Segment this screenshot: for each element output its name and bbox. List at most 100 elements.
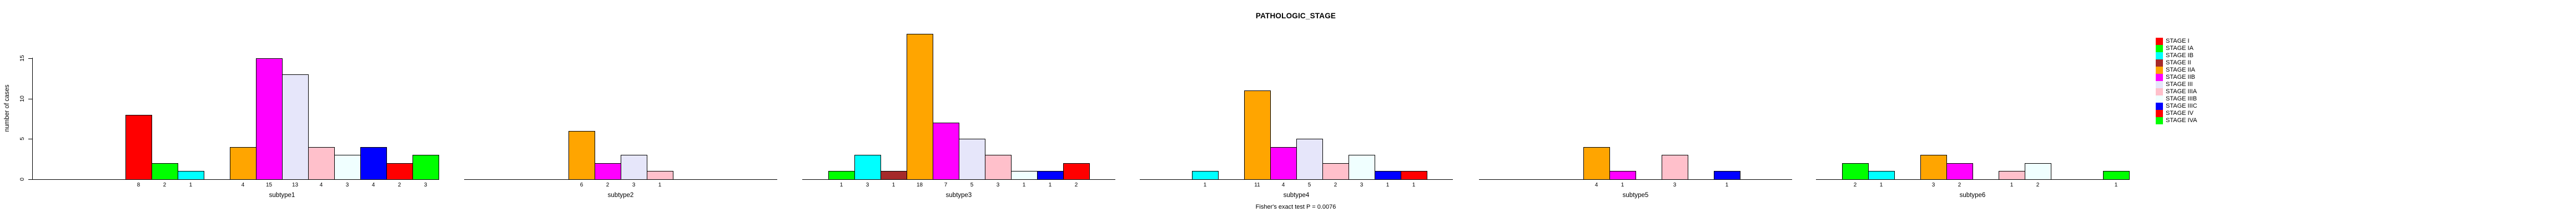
bar-value-label: 1 bbox=[839, 182, 843, 188]
bar-value-label: 3 bbox=[345, 182, 349, 188]
bar-value-label: 1 bbox=[2114, 182, 2118, 188]
x-axis-label: subtype5 bbox=[1622, 192, 1649, 199]
legend-swatch bbox=[2156, 103, 2163, 110]
bar bbox=[2025, 163, 2051, 180]
bar-value-label: 11 bbox=[1254, 182, 1260, 188]
bar-value-label: 2 bbox=[1853, 182, 1857, 188]
bar-value-label: 3 bbox=[996, 182, 1000, 188]
legend-label: STAGE IIIC bbox=[2166, 103, 2197, 109]
bar bbox=[334, 155, 361, 180]
bar-value-label: 2 bbox=[163, 182, 167, 188]
bar bbox=[595, 163, 621, 180]
legend-swatch bbox=[2156, 88, 2163, 95]
bar-value-label: 8 bbox=[137, 182, 140, 188]
bar-value-label: 1 bbox=[892, 182, 895, 188]
legend-label: STAGE IB bbox=[2166, 52, 2193, 59]
bar-value-label: 1 bbox=[1022, 182, 1026, 188]
legend-label: STAGE IIA bbox=[2166, 67, 2195, 73]
legend-swatch bbox=[2156, 81, 2163, 88]
bar-value-label: 4 bbox=[241, 182, 245, 188]
bar-value-label: 3 bbox=[866, 182, 869, 188]
bar-value-label: 3 bbox=[1360, 182, 1364, 188]
bar bbox=[1999, 171, 2025, 180]
bar bbox=[1375, 171, 1401, 180]
bar bbox=[907, 34, 933, 180]
bar bbox=[360, 147, 387, 180]
y-tick-label: 5 bbox=[19, 137, 26, 140]
bar-value-label: 4 bbox=[371, 182, 375, 188]
bar-value-label: 5 bbox=[970, 182, 974, 188]
bar bbox=[178, 171, 204, 180]
bar bbox=[985, 155, 1012, 180]
bar-value-label: 18 bbox=[916, 182, 923, 188]
bar-value-label: 2 bbox=[2036, 182, 2040, 188]
bar bbox=[1946, 163, 1973, 180]
legend-label: STAGE II bbox=[2166, 59, 2191, 66]
bar bbox=[386, 163, 413, 180]
legend-label: STAGE I bbox=[2166, 38, 2190, 44]
bar bbox=[308, 147, 335, 180]
legend-label: STAGE IIIA bbox=[2166, 88, 2197, 95]
bar-value-label: 1 bbox=[1203, 182, 1207, 188]
legend-swatch bbox=[2156, 59, 2163, 67]
bar bbox=[1583, 147, 1610, 180]
legend-swatch bbox=[2156, 110, 2163, 117]
bar-value-label: 2 bbox=[1334, 182, 1337, 188]
legend-label: STAGE IA bbox=[2166, 45, 2193, 52]
bar-value-label: 1 bbox=[1879, 182, 1883, 188]
legend-label: STAGE IVA bbox=[2166, 117, 2197, 124]
bar-value-label: 15 bbox=[265, 182, 273, 188]
bar bbox=[854, 155, 881, 180]
bar bbox=[1920, 155, 1947, 180]
bar-value-label: 2 bbox=[398, 182, 401, 188]
bar bbox=[125, 115, 152, 180]
y-tick bbox=[28, 58, 32, 59]
bar bbox=[568, 131, 595, 180]
bar-value-label: 2 bbox=[1074, 182, 1078, 188]
bar-value-label: 7 bbox=[944, 182, 948, 188]
bar bbox=[1842, 163, 1869, 180]
bar bbox=[1714, 171, 1740, 180]
legend-swatch bbox=[2156, 45, 2163, 52]
bar bbox=[1296, 139, 1323, 180]
bar bbox=[1011, 171, 1038, 180]
bar-value-label: 3 bbox=[1673, 182, 1677, 188]
bar bbox=[152, 163, 178, 180]
x-axis-label: subtype6 bbox=[1959, 192, 1986, 199]
bar bbox=[256, 58, 283, 180]
bar-value-label: 1 bbox=[1386, 182, 1390, 188]
bar-value-label: 1 bbox=[1048, 182, 1052, 188]
legend-label: STAGE III bbox=[2166, 81, 2193, 88]
legend-label: STAGE IIB bbox=[2166, 74, 2195, 80]
bar bbox=[412, 155, 439, 180]
legend-label: STAGE IV bbox=[2166, 110, 2193, 117]
bar-value-label: 13 bbox=[291, 182, 299, 188]
x-axis-label: subtype3 bbox=[945, 192, 972, 199]
bar-value-label: 4 bbox=[319, 182, 323, 188]
legend-label: STAGE IIIB bbox=[2166, 95, 2197, 102]
bar bbox=[1037, 171, 1064, 180]
bar bbox=[230, 147, 256, 180]
fisher-note: Fisher's exact test P = 0.0076 bbox=[1255, 204, 1336, 210]
bar-value-label: 3 bbox=[632, 182, 636, 188]
bar bbox=[1063, 163, 1090, 180]
y-tick-label: 15 bbox=[19, 55, 26, 62]
x-axis-label: subtype4 bbox=[1283, 192, 1310, 199]
bar bbox=[1322, 163, 1349, 180]
bar bbox=[1868, 171, 1895, 180]
legend-swatch bbox=[2156, 67, 2163, 74]
bar-value-label: 2 bbox=[606, 182, 610, 188]
bar bbox=[881, 171, 907, 180]
bar bbox=[1662, 155, 1688, 180]
bar-value-label: 3 bbox=[1931, 182, 1935, 188]
bar-value-label: 4 bbox=[1594, 182, 1598, 188]
bar-value-label: 1 bbox=[1725, 182, 1729, 188]
x-axis-label: subtype1 bbox=[269, 192, 295, 199]
bar bbox=[1270, 147, 1297, 180]
bar bbox=[1401, 171, 1427, 180]
bar bbox=[647, 171, 673, 180]
bar-value-label: 3 bbox=[424, 182, 427, 188]
legend-swatch bbox=[2156, 117, 2163, 124]
y-axis-label: number of cases bbox=[4, 84, 11, 132]
